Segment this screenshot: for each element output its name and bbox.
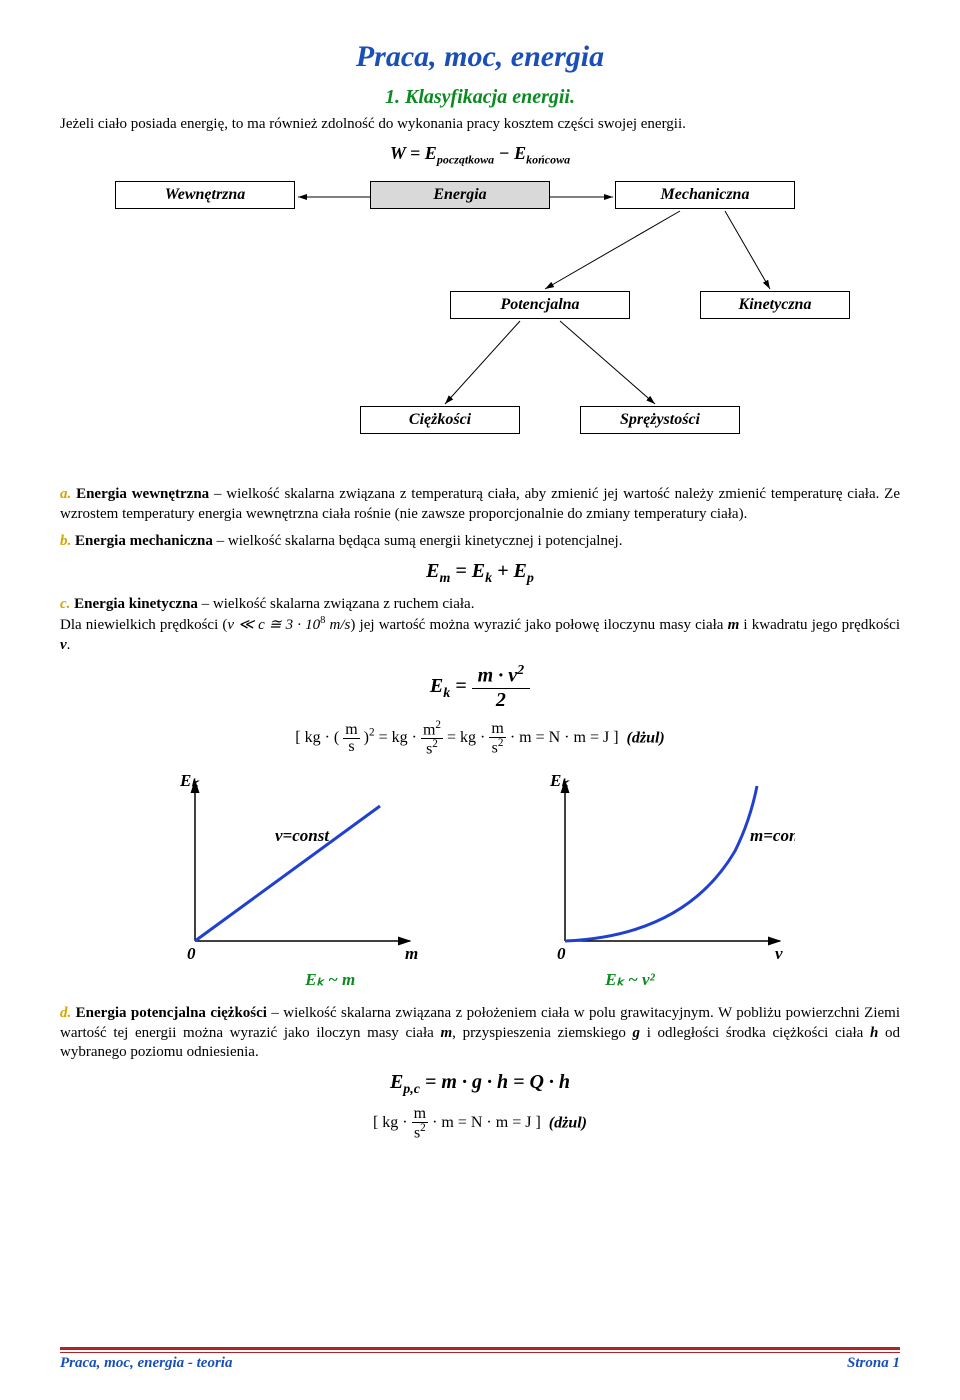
diagram-node-mechaniczna: Mechaniczna [615,181,795,209]
def-text: Dla niewielkich prędkości ( [60,617,227,633]
def-letter: d. [60,1005,71,1021]
footer-left: Praca, moc, energia - teoria [60,1355,232,1372]
definition-b: b. Energia mechaniczna – wielkość skalar… [60,532,900,587]
work-equation: W = Epoczątkowa − Ekońcowa [60,143,900,168]
intro-paragraph: Jeżeli ciało posiada energię, to ma równ… [60,115,900,135]
diagram-node-wewnetrzna: Wewnętrzna [115,181,295,209]
dim-expr: [ kg · ms2 · m = N · m = J ] [373,1114,541,1131]
def-text: – wielkość skalarna będąca sumą energii … [213,533,623,549]
plot-caption-left: Eₖ ~ m [305,970,355,990]
eq-part: − E [494,143,526,163]
energy-classification-diagram: Wewnętrzna Energia Mechaniczna Potencjal… [60,181,900,471]
def-text: ) jej wartość można wyrazić jako połowę … [350,617,727,633]
definition-a: a. Energia wewnętrzna – wielkość skalarn… [60,485,900,524]
unit-name: (dżul) [627,729,665,746]
plot-series-label: m=const [750,826,795,845]
plot-origin: 0 [187,944,196,963]
diagram-node-kinetyczna: Kinetyczna [700,291,850,319]
section-heading: 1. Klasyfikacja energii. [60,86,900,109]
def-term: Energia wewnętrzna [76,486,209,502]
plot-ek-vs-v: Eₖ m=const 0 v [535,771,795,966]
def-var: g [633,1025,641,1041]
plot-xlabel: m [405,944,418,963]
diagram-node-potencjalna: Potencjalna [450,291,630,319]
footer-rule [60,1347,900,1350]
diagram-node-sprezystosci: Sprężystości [580,406,740,434]
dimension-ek: [ kg · ( ms )2 = kg · m2s2 = kg · ms2 · … [60,720,900,758]
def-text: i odległości środka ciężkości ciała [640,1025,870,1041]
def-var: v [60,637,67,653]
def-text: , przyspieszenia ziemskiego [452,1025,632,1041]
plot-series-label: v=const [275,826,330,845]
definition-c: c. Energia kinetyczna – wielkość skalarn… [60,595,900,758]
def-text: – wielkość skalarna związana z ruchem ci… [198,596,475,612]
def-text: v ≪ c ≅ 3 · 10 [227,617,320,633]
page-title: Praca, moc, energia [60,40,900,74]
def-var: m [440,1025,452,1041]
def-letter: b. [60,533,71,549]
def-var: m [728,617,740,633]
def-term: Energia mechaniczna [75,533,213,549]
equation-ek: Ek = m · v22 [60,663,900,712]
definition-d: d. Energia potencjalna ciężkości – wielk… [60,1004,900,1141]
def-letter: a. [60,486,71,502]
plot-ylabel: Eₖ [549,771,570,790]
dim-expr: [ kg · ( ms )2 = kg · m2s2 = kg · ms2 · … [295,729,618,746]
def-letter: c. [60,596,70,612]
eq-sub: końcowa [526,152,570,166]
plot-origin: 0 [557,944,566,963]
unit-name: (dżul) [549,1114,587,1131]
def-text: . [67,637,71,653]
eq-sub: początkowa [437,152,494,166]
diagram-node-energia: Energia [370,181,550,209]
dimension-epc: [ kg · ms2 · m = N · m = J ] (dżul) [60,1106,900,1141]
def-text: m/s [325,617,350,633]
def-term: Energia potencjalna ciężkości [76,1005,267,1021]
plots-row: Eₖ v=const 0 m Eₖ m=const 0 v [60,771,900,966]
plot-ek-vs-m: Eₖ v=const 0 m [165,771,425,966]
plot-captions: Eₖ ~ m Eₖ ~ v² [60,970,900,990]
plot-caption-right: Eₖ ~ v² [605,970,654,990]
plot-ylabel: Eₖ [179,771,200,790]
diagram-node-ciezkosci: Ciężkości [360,406,520,434]
page-footer: Praca, moc, energia - teoria Strona 1 [0,1347,960,1372]
def-text: i kwadratu jego prędkości [739,617,900,633]
def-term: Energia kinetyczna [74,596,198,612]
footer-right: Strona 1 [847,1355,900,1372]
eq-part: W = E [390,143,437,163]
equation-em: Em = Ek + Ep [60,560,900,587]
equation-epc: Ep,c = m · g · h = Q · h [60,1071,900,1098]
plot-xlabel: v [775,944,783,963]
footer-rule [60,1352,900,1353]
